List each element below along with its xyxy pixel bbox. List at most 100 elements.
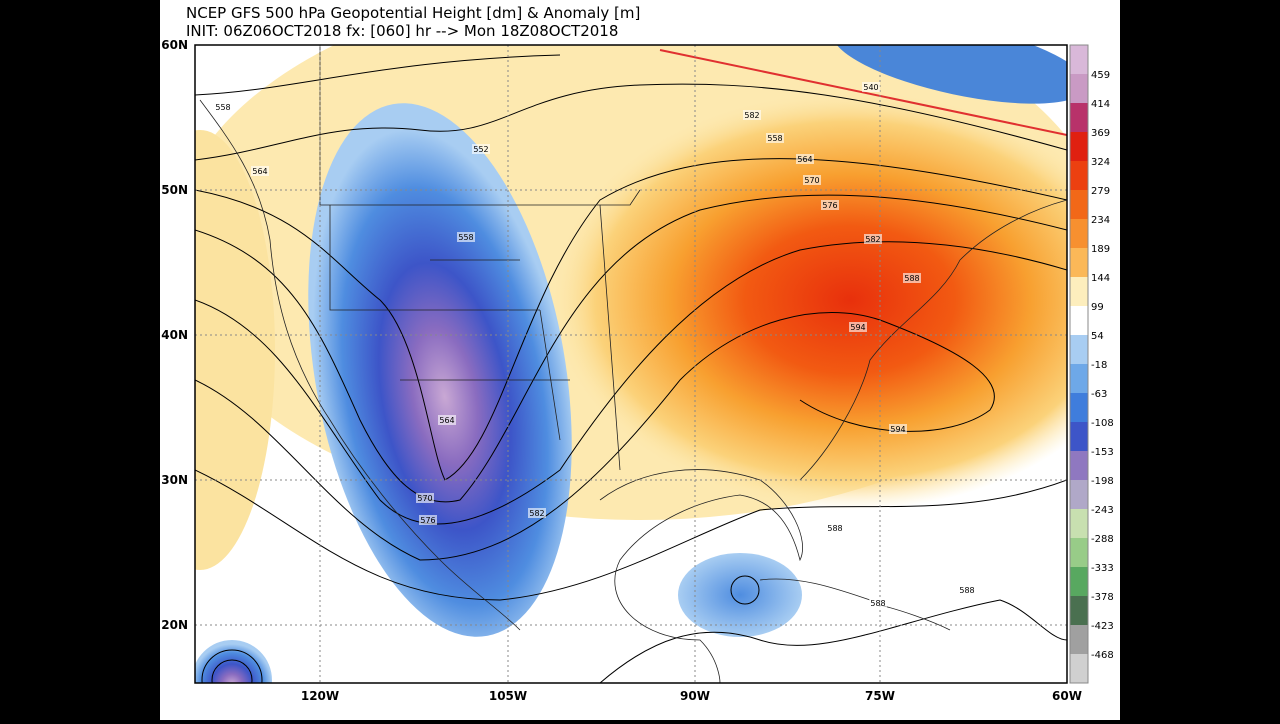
colorbar-segment — [1070, 45, 1088, 75]
contour-label-bg — [889, 424, 907, 434]
colorbar-frame — [1069, 44, 1089, 684]
contour-label: 582 — [865, 235, 880, 244]
colorbar-segment — [1070, 74, 1088, 104]
title: NCEP GFS 500 hPa Geopotential Height [dm… — [186, 4, 640, 22]
contour-label-bg — [821, 200, 839, 210]
longitude-label: 60W — [1052, 689, 1082, 703]
borders — [319, 45, 641, 471]
colorbar-label: 99 — [1091, 302, 1104, 313]
contour-label: 558 — [215, 103, 230, 112]
contour-label-bg — [862, 82, 880, 92]
graticule — [195, 45, 1067, 683]
colorbar-label: 414 — [1091, 99, 1110, 110]
map-frame — [194, 44, 1068, 684]
contour-label-bg — [766, 133, 784, 143]
contour-label: 576 — [420, 516, 435, 525]
colorbar-segment — [1070, 422, 1088, 452]
colorbar-segment — [1070, 161, 1088, 191]
contour-label: 594 — [890, 425, 905, 434]
contour — [195, 194, 1067, 503]
contour-label: 582 — [744, 111, 759, 120]
contour-label-bg — [796, 154, 814, 164]
colorbar-label: 459 — [1091, 70, 1110, 81]
latitude-label: 20N — [161, 618, 188, 632]
colorbar-label: -18 — [1091, 360, 1107, 371]
colorbar-segment — [1070, 538, 1088, 568]
anomaly-cold-north — [832, 45, 1067, 104]
contours — [195, 49, 1067, 683]
subtitle: INIT: 06Z06OCT2018 fx: [060] hr --> Mon … — [186, 22, 618, 40]
colorbar-label: -333 — [1091, 563, 1114, 574]
contour — [211, 659, 253, 683]
colorbar-segment — [1070, 596, 1088, 626]
latitude-label: 60N — [161, 38, 188, 52]
contour-label-bg — [864, 234, 882, 244]
colorbar-segment — [1070, 306, 1088, 336]
colorbar-segment — [1070, 364, 1088, 394]
colorbar-label: 144 — [1091, 273, 1110, 284]
contour-label: 588 — [904, 274, 919, 283]
colorbar-segment — [1070, 625, 1088, 655]
contour-label: 552 — [473, 145, 488, 154]
contour-label-bg — [251, 166, 269, 176]
longitude-label: 120W — [301, 689, 339, 703]
contour-label-bg — [869, 598, 887, 608]
contour-label: 576 — [822, 201, 837, 210]
contour-label: 540 — [863, 83, 878, 92]
colorbar-segment — [1070, 567, 1088, 597]
colorbar-segment — [1070, 219, 1088, 249]
colorbar-segment — [1070, 654, 1088, 684]
contour-label-bg — [214, 102, 232, 112]
contour — [195, 241, 1067, 525]
anomaly-warm-west — [195, 130, 275, 570]
colorbar-segment — [1070, 277, 1088, 307]
longitude-label: 90W — [680, 689, 710, 703]
contour — [195, 469, 1067, 601]
colorbar-label: 189 — [1091, 244, 1110, 255]
latitude-label: 30N — [161, 473, 188, 487]
contour-label: 558 — [767, 134, 782, 143]
contour-label-bg — [419, 515, 437, 525]
coast-east — [799, 199, 1067, 481]
contour-label-bg — [826, 523, 844, 533]
contour-label: 570 — [417, 494, 432, 503]
contour-label: 588 — [827, 524, 842, 533]
contour-label-bg — [743, 110, 761, 120]
contour — [599, 599, 1067, 683]
longitude-label: 75W — [865, 689, 895, 703]
contour-label-bg — [438, 415, 456, 425]
colorbar-label: 234 — [1091, 215, 1110, 226]
latitude-label: 50N — [161, 183, 188, 197]
contour-label: 588 — [870, 599, 885, 608]
colorbar-label: -423 — [1091, 621, 1114, 632]
contour — [195, 83, 1067, 161]
contour-label-bg — [803, 175, 821, 185]
colorbar-segment — [1070, 103, 1088, 133]
contour — [195, 312, 995, 561]
colorbar-label: -198 — [1091, 476, 1114, 487]
colorbar-label: -63 — [1091, 389, 1107, 400]
colorbar-segment — [1070, 190, 1088, 220]
colorbar-segment — [1070, 248, 1088, 278]
colorbar-label: -468 — [1091, 650, 1114, 661]
anomaly-cold-caribbean — [678, 553, 802, 637]
labels: 60N 50N 40N 30N 20N 120W 105W 90W 75W 60W 459 414 36… — [161, 38, 1113, 703]
contour-label-bg — [416, 493, 434, 503]
latitude-label: 40N — [161, 328, 188, 342]
contour — [195, 54, 561, 96]
contour-label-bg — [903, 273, 921, 283]
contour-label: 570 — [804, 176, 819, 185]
contour-label: 564 — [439, 416, 454, 425]
anomaly-cold-pacific — [195, 640, 272, 683]
contour — [201, 649, 263, 683]
contour-540 — [659, 49, 1067, 136]
colorbar-label: -378 — [1091, 592, 1114, 603]
colorbar-segment — [1070, 132, 1088, 162]
contour-label: 582 — [529, 509, 544, 518]
contour-label: 594 — [850, 323, 865, 332]
longitude-label: 105W — [489, 689, 527, 703]
colorbar-segment — [1070, 480, 1088, 510]
colorbar-label: -288 — [1091, 534, 1114, 545]
